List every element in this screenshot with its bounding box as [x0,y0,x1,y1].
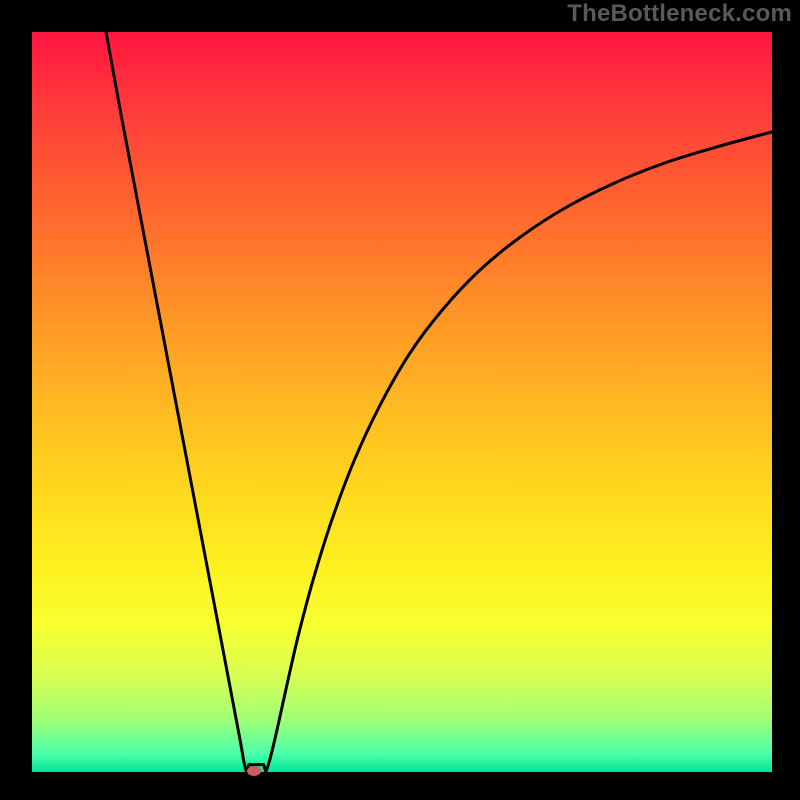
bottleneck-chart [0,0,800,800]
chart-container: TheBottleneck.com [0,0,800,800]
optimum-marker [247,766,261,776]
plot-background [32,32,772,772]
watermark-text: TheBottleneck.com [567,0,792,28]
